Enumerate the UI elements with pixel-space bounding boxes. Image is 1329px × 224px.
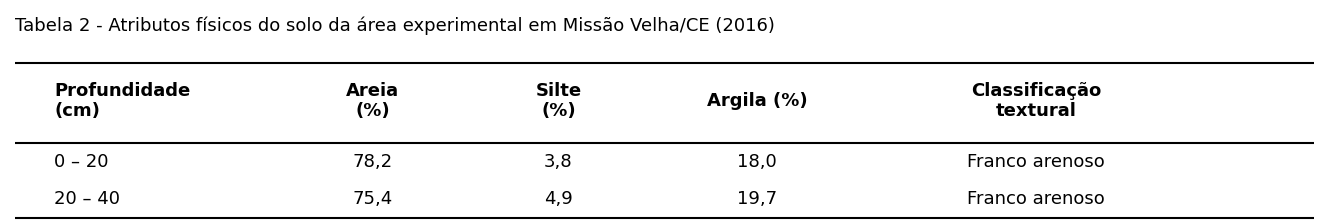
Text: 20 – 40: 20 – 40 xyxy=(54,190,121,208)
Text: 18,0: 18,0 xyxy=(738,153,777,171)
Text: 75,4: 75,4 xyxy=(352,190,393,208)
Text: Areia
(%): Areia (%) xyxy=(346,82,399,120)
Text: Classificação
textural: Classificação textural xyxy=(970,82,1100,120)
Text: 3,8: 3,8 xyxy=(544,153,573,171)
Text: Franco arenoso: Franco arenoso xyxy=(968,153,1104,171)
Text: 78,2: 78,2 xyxy=(352,153,393,171)
Text: Franco arenoso: Franco arenoso xyxy=(968,190,1104,208)
Text: Profundidade
(cm): Profundidade (cm) xyxy=(54,82,190,120)
Text: 19,7: 19,7 xyxy=(738,190,777,208)
Text: Argila (%): Argila (%) xyxy=(707,92,808,110)
Text: Silte
(%): Silte (%) xyxy=(536,82,582,120)
Text: 0 – 20: 0 – 20 xyxy=(54,153,109,171)
Text: 4,9: 4,9 xyxy=(544,190,573,208)
Text: Tabela 2 - Atributos físicos do solo da área experimental em Missão Velha/CE (20: Tabela 2 - Atributos físicos do solo da … xyxy=(15,17,775,35)
